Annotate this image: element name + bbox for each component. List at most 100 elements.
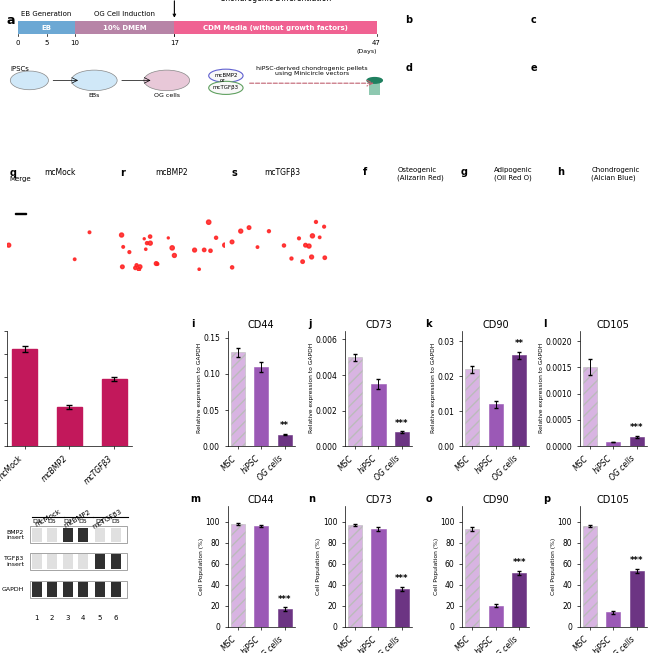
Bar — [78, 528, 88, 542]
Point — [199, 245, 209, 255]
Point — [311, 217, 321, 227]
Y-axis label: Relative expression to GAPDH: Relative expression to GAPDH — [196, 343, 202, 434]
Bar — [31, 526, 127, 543]
Point — [142, 238, 152, 248]
Bar — [606, 612, 620, 627]
Text: ***: *** — [395, 419, 409, 428]
Text: n: n — [308, 494, 315, 503]
Text: Osteogenic
(Alizarin Red): Osteogenic (Alizarin Red) — [397, 167, 444, 181]
Point — [116, 230, 127, 240]
Bar — [231, 524, 244, 627]
Text: **: ** — [280, 421, 289, 430]
Text: Minicircle
Transfection: Minicircle Transfection — [155, 0, 194, 16]
Bar — [12, 349, 37, 446]
Title: CD90: CD90 — [482, 320, 509, 330]
Text: GAPDH: GAPDH — [2, 587, 24, 592]
Text: mcTGFβ3: mcTGFβ3 — [91, 508, 123, 530]
Text: EB Generation: EB Generation — [21, 11, 72, 17]
Text: mcTGFβ3: mcTGFβ3 — [213, 86, 239, 90]
Y-axis label: Relative expression to GAPDH: Relative expression to GAPDH — [432, 343, 436, 434]
Point — [286, 253, 296, 264]
Text: hiPSC-derived chondrogenic pellets
using Minicircle vectors: hiPSC-derived chondrogenic pellets using… — [256, 66, 367, 76]
Text: 10: 10 — [71, 40, 80, 46]
Text: 3: 3 — [66, 615, 70, 621]
Text: Adipogenic
(Oil Red O): Adipogenic (Oil Red O) — [495, 167, 533, 181]
Text: D5: D5 — [47, 519, 56, 524]
Text: OG Cell Induction: OG Cell Induction — [94, 11, 155, 17]
Text: 1: 1 — [34, 615, 39, 621]
Bar — [47, 582, 57, 597]
Point — [244, 223, 254, 233]
Point — [163, 232, 174, 243]
Bar — [630, 571, 644, 627]
Point — [169, 250, 179, 261]
Text: j: j — [308, 319, 311, 329]
Point — [315, 232, 325, 242]
Point — [70, 254, 80, 264]
Y-axis label: Cell Population (%): Cell Population (%) — [317, 538, 322, 595]
Point — [84, 227, 95, 238]
Bar — [395, 589, 409, 627]
Bar — [31, 553, 127, 570]
Text: m: m — [190, 494, 201, 503]
Text: BMP2
insert: BMP2 insert — [6, 530, 24, 540]
Bar — [489, 404, 503, 446]
Text: mcMock: mcMock — [45, 168, 76, 177]
Title: CD44: CD44 — [248, 495, 274, 505]
Text: RFP: RFP — [10, 260, 23, 266]
Point — [220, 240, 230, 250]
Bar — [278, 609, 292, 627]
Text: OG cells: OG cells — [154, 93, 180, 98]
Bar — [94, 528, 105, 542]
Bar — [111, 554, 121, 569]
Point — [151, 259, 161, 269]
Ellipse shape — [209, 69, 243, 82]
Ellipse shape — [10, 71, 49, 89]
Bar — [18, 22, 75, 34]
Bar — [606, 442, 620, 446]
Bar — [489, 606, 503, 627]
Title: CD105: CD105 — [597, 320, 630, 330]
Text: a: a — [6, 14, 15, 27]
Text: ***: *** — [278, 595, 291, 604]
Text: k: k — [426, 319, 432, 329]
Text: CDM Media (without growth factors): CDM Media (without growth factors) — [203, 25, 348, 31]
Point — [319, 221, 330, 232]
Text: D3: D3 — [95, 519, 104, 524]
Bar — [32, 582, 42, 597]
Bar — [63, 582, 73, 597]
Bar — [348, 525, 362, 627]
Bar — [465, 529, 480, 627]
Ellipse shape — [209, 82, 243, 95]
Point — [131, 260, 142, 270]
Bar — [512, 355, 527, 446]
Point — [304, 241, 314, 251]
Text: TGFβ3
insert: TGFβ3 insert — [4, 556, 24, 567]
Point — [194, 264, 204, 274]
Bar — [31, 581, 127, 598]
Text: mcTGFβ3: mcTGFβ3 — [264, 168, 300, 177]
Y-axis label: Cell Population (%): Cell Population (%) — [551, 538, 556, 595]
Text: 6: 6 — [114, 615, 118, 621]
Point — [130, 263, 140, 273]
Text: D3: D3 — [64, 519, 73, 524]
Text: e: e — [531, 63, 538, 72]
Text: 10% DMEM: 10% DMEM — [103, 25, 147, 31]
Point — [124, 247, 135, 257]
Point — [140, 244, 151, 255]
Text: l: l — [543, 319, 546, 329]
Text: EB: EB — [42, 25, 51, 31]
Point — [205, 246, 216, 256]
Text: D5: D5 — [112, 519, 120, 524]
Bar — [254, 526, 268, 627]
Point — [307, 231, 318, 241]
Point — [135, 261, 145, 272]
Text: h: h — [557, 167, 564, 177]
Text: 0: 0 — [16, 40, 20, 46]
Y-axis label: Cell Population (%): Cell Population (%) — [434, 538, 439, 595]
Y-axis label: Relative expression to GAPDH: Relative expression to GAPDH — [309, 343, 314, 434]
Text: 5: 5 — [98, 615, 102, 621]
Text: **: ** — [515, 339, 524, 348]
Title: CD73: CD73 — [365, 495, 392, 505]
Bar — [630, 437, 644, 446]
